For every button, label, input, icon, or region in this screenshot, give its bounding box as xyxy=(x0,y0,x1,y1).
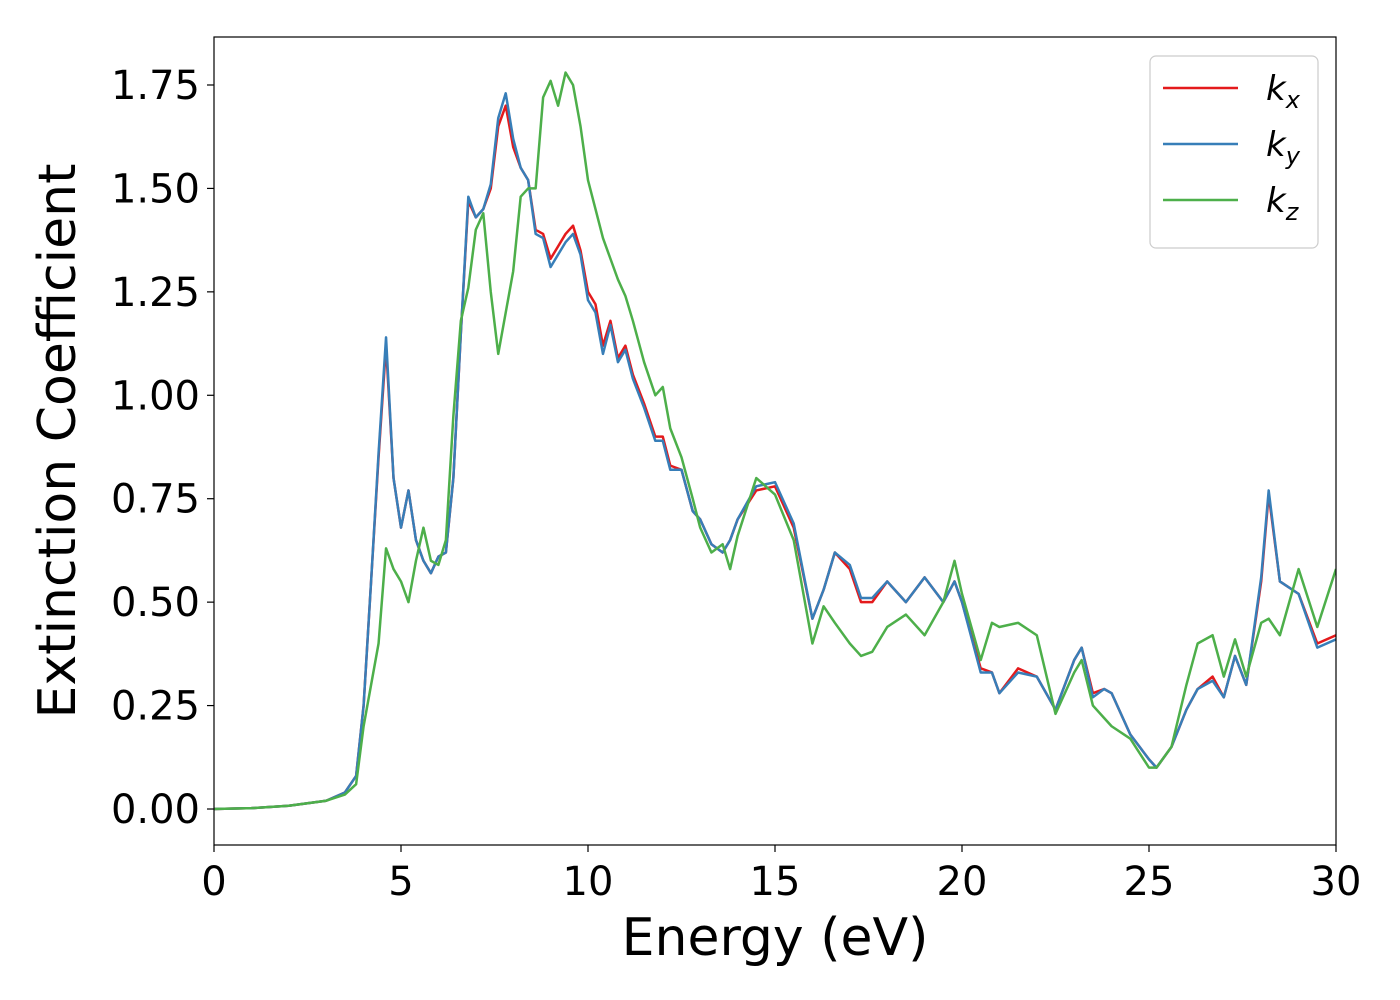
plot-frame xyxy=(213,36,1337,846)
y-tick-label: 0.25 xyxy=(111,684,200,730)
x-tick-label: 20 xyxy=(937,859,988,905)
plot-area xyxy=(214,71,1336,811)
x-tick-label: 5 xyxy=(388,859,413,905)
y-tick-label: 1.00 xyxy=(111,373,200,419)
y-tick-label: 0.00 xyxy=(111,787,200,833)
x-tick-label: 15 xyxy=(750,859,801,905)
x-axis-label: Energy (eV) xyxy=(622,908,929,968)
y-tick-label: 1.50 xyxy=(111,166,200,212)
legend-label: ky xyxy=(1266,125,1301,170)
y-tick-label: 0.50 xyxy=(111,580,200,626)
data-line xyxy=(214,92,1336,811)
x-tick-label: 10 xyxy=(563,859,614,905)
data-line xyxy=(214,71,1336,811)
x-tick-label: 30 xyxy=(1311,859,1362,905)
legend-label: kx xyxy=(1266,69,1301,114)
y-tick-label: 1.25 xyxy=(111,270,200,316)
y-tick-label: 0.75 xyxy=(111,477,200,523)
legend-label: kz xyxy=(1266,181,1300,226)
x-tick-label: 0 xyxy=(201,859,226,905)
y-tick-label: 1.75 xyxy=(111,63,200,109)
x-tick-label: 25 xyxy=(1124,859,1175,905)
y-axis-label: Extinction Coefficient xyxy=(28,164,88,719)
